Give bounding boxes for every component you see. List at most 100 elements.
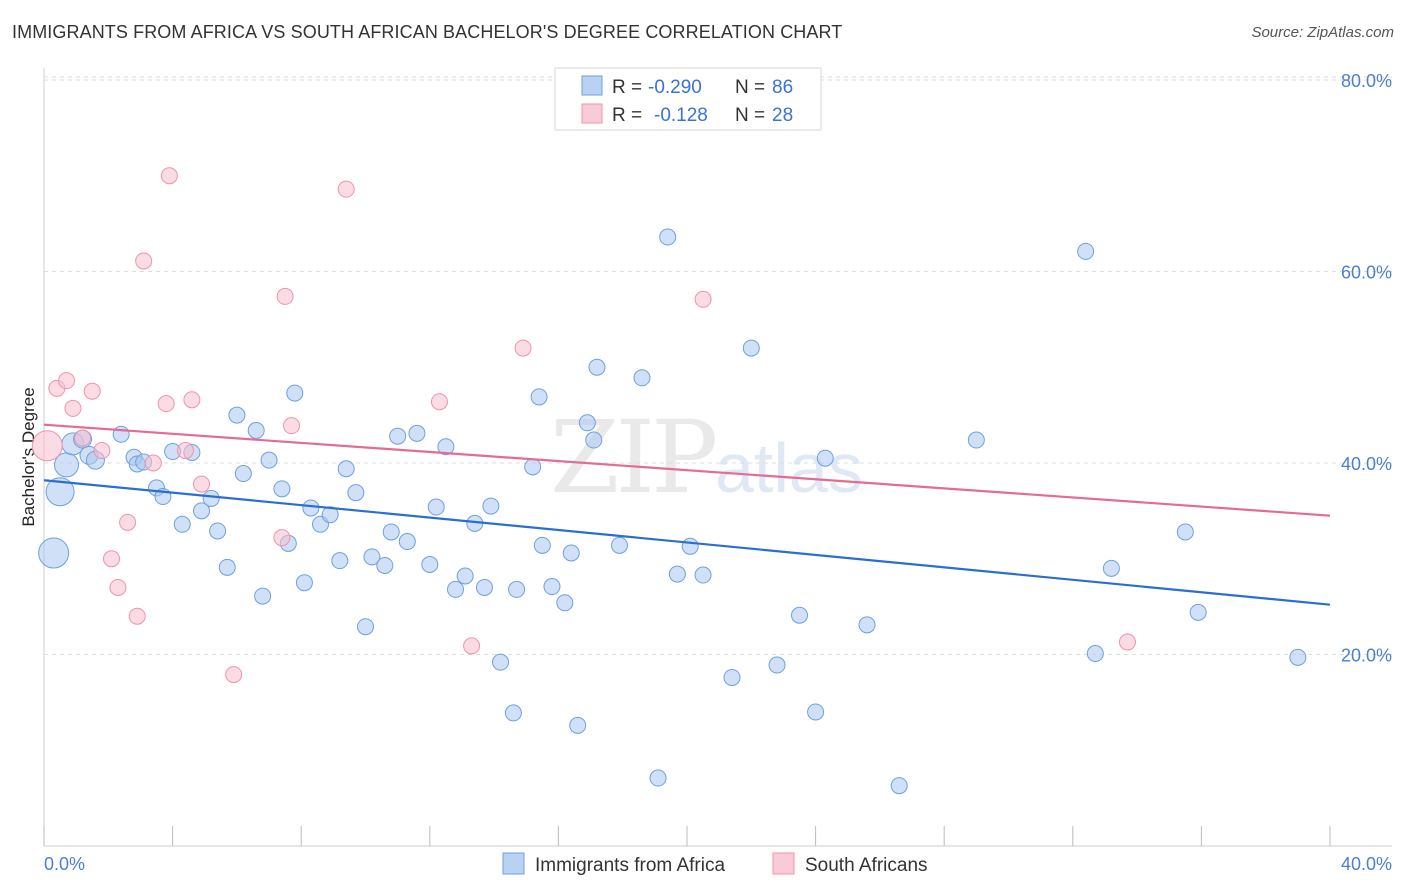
data-point — [273, 529, 291, 547]
legend-n-value-south-africans: 28 — [772, 105, 793, 126]
data-point — [504, 704, 522, 722]
data-point — [173, 515, 191, 533]
data-point — [508, 580, 526, 598]
data-point — [649, 769, 667, 787]
data-point — [321, 506, 339, 524]
y-tick-label: 80.0% — [1341, 71, 1392, 91]
data-point — [588, 358, 606, 376]
data-point — [38, 537, 70, 569]
data-point — [569, 716, 587, 734]
data-point — [382, 523, 400, 541]
data-point — [295, 574, 313, 592]
data-point — [456, 567, 474, 585]
data-point — [74, 429, 92, 447]
data-point — [437, 438, 455, 456]
watermark-atlas: atlas — [715, 429, 863, 507]
data-point — [1176, 523, 1194, 541]
data-point — [183, 391, 201, 409]
data-point — [543, 578, 561, 596]
data-point — [694, 290, 712, 308]
data-point — [283, 417, 301, 435]
data-point — [447, 580, 465, 598]
watermark-zip: ZIP — [550, 399, 715, 516]
data-point — [337, 180, 355, 198]
legend-n-value-africa: 86 — [772, 77, 793, 98]
y-tick-label: 20.0% — [1341, 646, 1392, 666]
y-tick-label: 60.0% — [1341, 263, 1392, 283]
data-point — [202, 489, 220, 507]
data-point — [530, 388, 548, 406]
data-point — [254, 587, 272, 605]
data-point — [514, 339, 532, 357]
data-point — [1289, 648, 1307, 666]
data-point — [398, 533, 416, 551]
data-point — [768, 656, 786, 674]
data-point — [430, 393, 448, 411]
data-point — [218, 558, 236, 576]
data-point — [967, 431, 985, 449]
data-point — [610, 536, 628, 554]
legend-n-label-africa: N = — [735, 77, 765, 98]
data-point — [742, 339, 760, 357]
legend-r-value-africa: -0.290 — [648, 77, 702, 98]
x-tick-label-max: 40.0% — [1341, 854, 1392, 874]
legend-swatch-africa — [581, 75, 603, 96]
data-point — [1102, 559, 1120, 577]
chart-title: IMMIGRANTS FROM AFRICA VS SOUTH AFRICAN … — [12, 22, 843, 42]
data-point — [176, 442, 194, 460]
trend-lines — [43, 423, 1331, 606]
series-south-africans — [31, 167, 1136, 684]
series-legend-swatch-africa — [502, 852, 525, 875]
data-point — [475, 578, 493, 596]
data-point — [144, 454, 162, 472]
data-point — [858, 616, 876, 634]
data-point — [193, 502, 211, 520]
data-point — [347, 484, 365, 502]
legend-swatch-south-africans — [581, 103, 603, 124]
x-axis-ticks — [43, 826, 1331, 846]
data-point — [578, 414, 596, 432]
chart-source: Source: ZipAtlas.com — [1251, 24, 1394, 41]
data-point — [556, 594, 574, 612]
data-point — [337, 460, 355, 478]
data-point — [482, 497, 500, 515]
data-point — [633, 369, 651, 387]
x-tick-label-min: 0.0% — [44, 854, 85, 874]
legend-r-label-south-africans: R = — [612, 105, 642, 126]
data-point — [93, 442, 111, 460]
data-point — [109, 578, 127, 596]
stats-legend: R = -0.290 N = 86 R = -0.128 N = 28 — [554, 67, 822, 131]
data-point — [302, 499, 320, 517]
y-tick-label: 40.0% — [1341, 454, 1392, 474]
data-point — [816, 449, 834, 467]
data-point — [228, 406, 246, 424]
data-point — [421, 555, 439, 573]
data-point — [1118, 633, 1136, 651]
data-point — [389, 427, 407, 445]
data-point — [103, 550, 121, 568]
data-point — [585, 431, 603, 449]
data-point — [331, 552, 349, 570]
data-point — [1077, 242, 1095, 260]
data-point — [193, 475, 211, 493]
data-point — [492, 653, 510, 671]
series-legend-swatch-south-africans — [772, 852, 795, 875]
y-axis-tick-labels: 20.0% 40.0% 60.0% 80.0% — [1341, 71, 1392, 666]
data-point — [659, 228, 677, 246]
data-point — [463, 637, 481, 655]
series-immigrants-from-africa — [38, 228, 1307, 795]
data-point — [668, 565, 686, 583]
series-legend: Immigrants from Africa South Africans — [502, 852, 928, 876]
trend-line — [43, 479, 1331, 606]
data-point — [64, 399, 82, 417]
data-point — [286, 384, 304, 402]
legend-r-label-africa: R = — [612, 77, 642, 98]
data-point — [225, 666, 243, 684]
data-point — [408, 424, 426, 442]
data-point — [119, 513, 137, 531]
data-point — [890, 777, 908, 795]
data-point — [681, 537, 699, 555]
data-point — [260, 451, 278, 469]
data-point — [157, 395, 175, 413]
